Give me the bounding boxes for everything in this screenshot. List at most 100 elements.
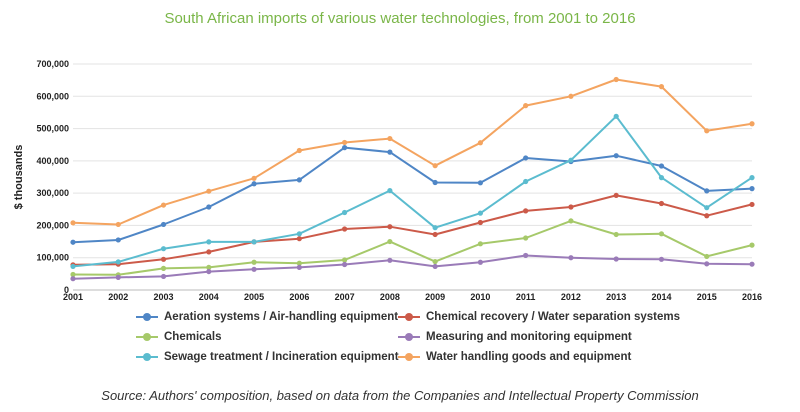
data-point [749,201,755,208]
data-point [568,218,574,224]
series-group [70,192,755,268]
data-point [296,231,302,237]
data-point [160,202,167,208]
chart-title: South African imports of various water t… [164,10,636,27]
data-point [704,188,710,194]
data-point [704,213,710,219]
data-point [206,188,212,194]
data-point [206,249,212,255]
data-point [296,260,302,266]
legend-item: Measuring and monitoring equipment [398,329,728,345]
data-point [70,263,76,270]
x-tick-label: 2015 [697,292,717,302]
x-tick-label: 2016 [742,292,762,302]
data-point [749,175,755,181]
data-point [115,237,121,243]
data-point [387,238,393,245]
data-point [749,261,755,267]
series-line [72,115,753,268]
data-point [523,178,529,185]
source-note: Source: Authors' composition, based on d… [101,388,699,403]
data-point [432,163,438,169]
legend-swatch [398,312,420,322]
x-tick-label: 2010 [470,292,490,302]
legend-label: Sewage treatment / Incineration equipmen… [164,351,399,363]
series-line [72,254,753,280]
y-tick-label: 200,000 [36,220,69,230]
series-line [72,219,753,276]
data-point [387,224,393,230]
data-point [523,103,529,109]
legend-swatch [136,312,158,322]
x-tick-label: 2003 [154,292,174,302]
legend-label: Measuring and monitoring equipment [426,331,632,343]
series-line [72,194,753,266]
data-point [160,221,167,228]
y-axis: 0 100,000 200,000 300,000 400,000 500,000 600,… [36,59,69,295]
data-point [251,181,257,187]
data-point [523,155,529,161]
data-point [432,258,438,265]
y-tick-label: 0 [64,285,69,295]
data-point [568,204,574,210]
data-point [342,226,348,232]
data-point [115,221,121,228]
data-point [387,257,393,263]
legend-item: Water handling goods and equipment [398,349,728,365]
y-axis-label: $ thousands [13,145,25,210]
data-point [432,263,438,270]
x-axis: 2001 2002 2003 2004 2005 2006 2007 2008 2009 2010… [63,292,762,302]
data-point [251,239,257,245]
data-point [160,246,167,252]
series-lines [70,76,755,282]
data-point [160,273,167,280]
data-point [477,180,483,186]
data-point [658,231,665,237]
legend-label: Aeration systems / Air-handling equipmen… [164,311,399,323]
series-line [72,78,753,226]
x-tick-label: 2002 [108,292,128,302]
data-point [70,220,76,226]
x-tick-label: 2001 [63,292,83,302]
data-point [296,177,302,183]
data-point [387,135,393,142]
x-tick-label: 2007 [335,292,355,302]
data-point [658,200,665,207]
x-tick-label: 2008 [380,292,400,302]
y-tick-label: 500,000 [36,124,69,134]
legend-label: Chemical recovery / Water separation sys… [426,311,680,323]
data-point [749,186,755,192]
x-tick-label: 2005 [244,292,264,302]
y-tick-label: 700,000 [36,59,69,69]
legend-swatch [398,332,420,342]
data-point [432,179,438,186]
data-point [70,239,76,245]
data-point [115,274,121,281]
x-tick-label: 2014 [651,292,671,302]
data-point [568,255,574,261]
data-point [251,259,257,265]
x-tick-label: 2012 [561,292,581,302]
data-point [568,93,574,99]
data-point [477,210,483,216]
data-point [704,261,710,267]
data-point [70,271,76,278]
series-group [70,252,755,282]
data-point [342,209,348,216]
data-point [523,235,529,241]
data-point [704,205,710,211]
legend: Aeration systems / Air-handling equipmen… [136,309,736,365]
data-point [523,252,529,259]
data-point [342,139,348,146]
data-point [206,239,212,245]
data-point [206,268,212,275]
data-point [749,121,755,127]
x-tick-label: 2009 [425,292,445,302]
legend-item: Chemicals [136,329,384,345]
data-point [387,149,393,155]
data-point [749,242,755,248]
legend-label: Chemicals [164,331,222,343]
legend-item: Chemical recovery / Water separation sys… [398,309,728,325]
legend-label: Water handling goods and equipment [426,351,632,363]
